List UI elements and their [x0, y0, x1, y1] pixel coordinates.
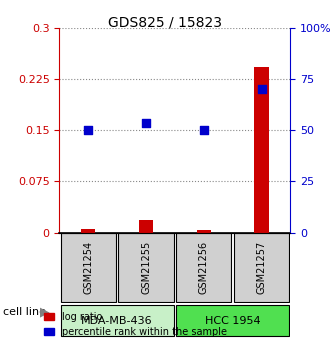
Text: GSM21257: GSM21257: [256, 241, 267, 294]
Text: GSM21255: GSM21255: [141, 241, 151, 294]
FancyBboxPatch shape: [234, 233, 289, 302]
Bar: [197, 230, 211, 233]
Point: [201, 127, 207, 133]
Legend: log ratio, percentile rank within the sample: log ratio, percentile rank within the sa…: [45, 312, 227, 337]
Bar: [81, 229, 95, 233]
Point: [143, 120, 148, 126]
Text: GSM21254: GSM21254: [83, 241, 93, 294]
Text: MDA-MB-436: MDA-MB-436: [81, 316, 153, 326]
FancyBboxPatch shape: [176, 233, 231, 302]
Bar: [139, 220, 153, 233]
FancyBboxPatch shape: [60, 233, 116, 302]
Text: ▶: ▶: [40, 306, 50, 319]
Bar: [254, 67, 269, 233]
Text: GDS825 / 15823: GDS825 / 15823: [108, 16, 222, 30]
Point: [259, 86, 264, 92]
Text: cell line: cell line: [3, 307, 46, 317]
Text: HCC 1954: HCC 1954: [205, 316, 260, 326]
FancyBboxPatch shape: [60, 305, 174, 336]
Point: [85, 127, 91, 133]
FancyBboxPatch shape: [176, 305, 289, 336]
FancyBboxPatch shape: [118, 233, 174, 302]
Text: GSM21256: GSM21256: [199, 241, 209, 294]
